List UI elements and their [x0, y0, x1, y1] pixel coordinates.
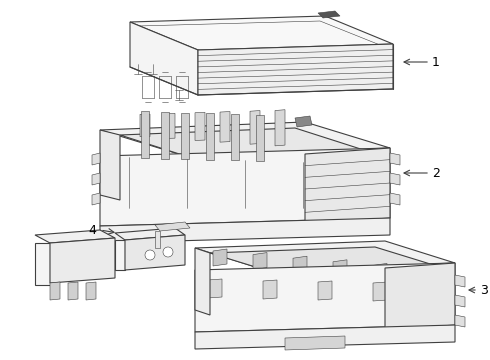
Polygon shape: [35, 243, 50, 285]
Polygon shape: [213, 249, 227, 266]
Polygon shape: [263, 280, 277, 299]
Polygon shape: [161, 112, 169, 159]
Polygon shape: [92, 173, 100, 185]
Polygon shape: [130, 22, 198, 95]
Polygon shape: [428, 283, 442, 302]
Polygon shape: [455, 315, 465, 327]
Polygon shape: [285, 336, 345, 350]
Text: 4: 4: [88, 224, 96, 237]
Polygon shape: [165, 113, 175, 138]
Polygon shape: [210, 247, 440, 273]
Polygon shape: [141, 111, 149, 158]
Polygon shape: [140, 114, 150, 137]
Text: 2: 2: [432, 166, 440, 180]
Polygon shape: [68, 282, 78, 300]
Polygon shape: [305, 148, 390, 224]
Circle shape: [145, 250, 155, 260]
Polygon shape: [100, 218, 390, 243]
Polygon shape: [100, 122, 390, 156]
Circle shape: [163, 247, 173, 257]
Polygon shape: [120, 128, 370, 159]
Polygon shape: [195, 263, 455, 332]
Polygon shape: [373, 264, 387, 280]
Polygon shape: [198, 44, 393, 95]
Polygon shape: [86, 282, 96, 300]
Polygon shape: [220, 112, 230, 142]
Polygon shape: [50, 282, 60, 300]
Polygon shape: [155, 222, 190, 231]
Polygon shape: [455, 295, 465, 307]
Polygon shape: [195, 112, 205, 140]
Polygon shape: [293, 256, 307, 273]
Polygon shape: [125, 235, 185, 270]
Polygon shape: [390, 193, 400, 205]
Polygon shape: [295, 116, 312, 127]
Polygon shape: [35, 230, 115, 243]
Polygon shape: [318, 281, 332, 300]
Polygon shape: [390, 173, 400, 185]
Polygon shape: [115, 228, 185, 240]
Polygon shape: [100, 148, 390, 226]
Polygon shape: [195, 325, 455, 349]
Polygon shape: [92, 193, 100, 205]
Polygon shape: [195, 248, 210, 315]
Polygon shape: [385, 263, 455, 330]
Polygon shape: [206, 113, 214, 160]
Polygon shape: [115, 240, 125, 270]
Polygon shape: [253, 253, 267, 270]
Polygon shape: [50, 238, 115, 283]
Polygon shape: [275, 110, 285, 146]
Polygon shape: [181, 112, 189, 159]
Polygon shape: [100, 130, 120, 200]
Polygon shape: [455, 275, 465, 287]
Polygon shape: [413, 267, 427, 284]
Polygon shape: [195, 241, 455, 270]
Polygon shape: [208, 279, 222, 298]
Polygon shape: [130, 16, 393, 50]
Text: 1: 1: [432, 55, 440, 68]
Polygon shape: [250, 111, 260, 144]
Text: 3: 3: [480, 284, 488, 297]
Polygon shape: [318, 11, 340, 18]
Polygon shape: [155, 231, 160, 248]
Polygon shape: [231, 114, 239, 160]
Polygon shape: [390, 153, 400, 165]
Polygon shape: [256, 116, 264, 161]
Polygon shape: [333, 260, 347, 277]
Polygon shape: [373, 282, 387, 301]
Polygon shape: [92, 153, 100, 165]
